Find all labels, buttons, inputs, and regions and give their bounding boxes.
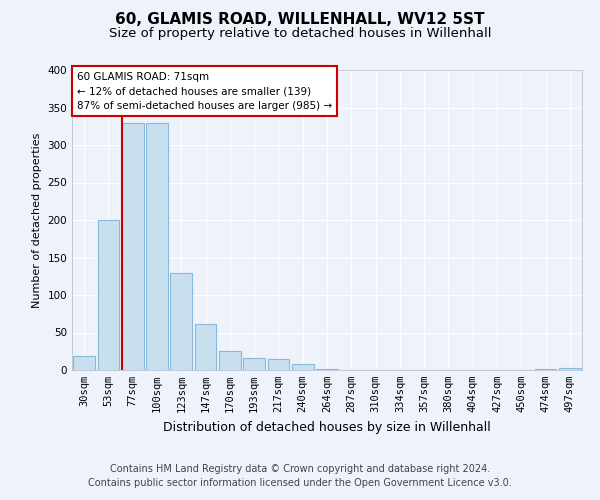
Bar	[97, 220, 119, 370]
Bar	[122, 122, 143, 370]
Bar	[292, 364, 314, 370]
Bar	[219, 351, 241, 370]
Bar	[73, 356, 95, 370]
Bar	[316, 369, 338, 370]
Bar	[170, 272, 192, 370]
Y-axis label: Number of detached properties: Number of detached properties	[32, 132, 42, 308]
Bar	[268, 359, 289, 370]
Bar	[146, 122, 168, 370]
Bar	[243, 358, 265, 370]
Text: Size of property relative to detached houses in Willenhall: Size of property relative to detached ho…	[109, 28, 491, 40]
Bar	[535, 369, 556, 370]
Text: Contains HM Land Registry data © Crown copyright and database right 2024.
Contai: Contains HM Land Registry data © Crown c…	[88, 464, 512, 487]
Bar	[559, 368, 581, 370]
Text: 60, GLAMIS ROAD, WILLENHALL, WV12 5ST: 60, GLAMIS ROAD, WILLENHALL, WV12 5ST	[115, 12, 485, 28]
X-axis label: Distribution of detached houses by size in Willenhall: Distribution of detached houses by size …	[163, 420, 491, 434]
Bar	[194, 324, 217, 370]
Text: 60 GLAMIS ROAD: 71sqm
← 12% of detached houses are smaller (139)
87% of semi-det: 60 GLAMIS ROAD: 71sqm ← 12% of detached …	[77, 72, 332, 111]
